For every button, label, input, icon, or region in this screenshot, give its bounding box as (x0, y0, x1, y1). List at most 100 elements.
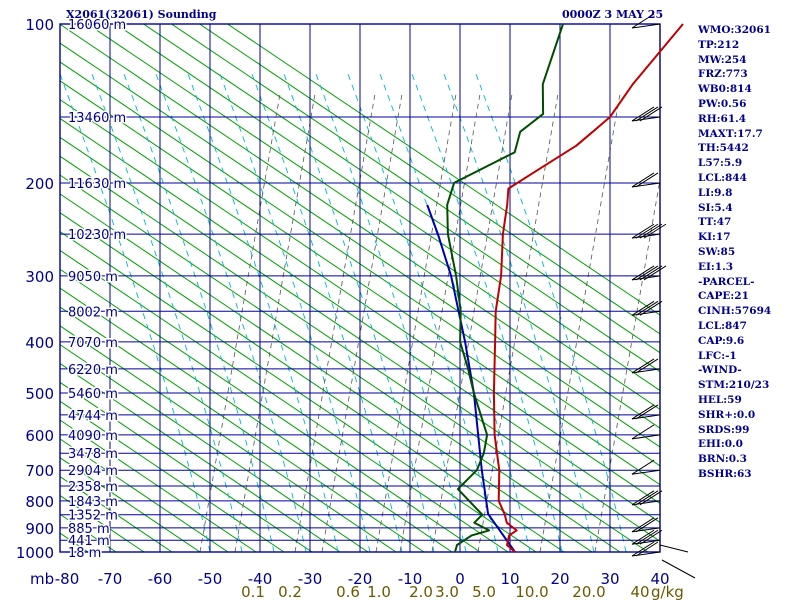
moist-adiabat (219, 73, 371, 552)
pressure-tick-label: 800 (25, 493, 54, 511)
moist-adiabat (411, 73, 563, 552)
index-item: LI:9.8 (698, 186, 733, 199)
wind-barb-flag (639, 490, 663, 506)
wind-barb-flag (643, 223, 667, 239)
height-label: 885 m (68, 522, 110, 537)
temperature-tick-label: 0 (455, 570, 465, 588)
pressure-tick-label: 400 (25, 334, 54, 352)
index-item: WMO:32061 (698, 24, 771, 36)
moist-adiabat (379, 73, 531, 552)
moist-adiabat (155, 73, 307, 552)
mixing-ratio-label: 0.2 (278, 583, 302, 600)
wind-barbs (631, 13, 696, 579)
height-label: 11630 m (68, 177, 126, 192)
wind-barb-flag (631, 490, 655, 506)
pressure-tick-label: 1000 (16, 544, 54, 562)
wind-barb-flag (635, 265, 659, 281)
index-item: -WIND- (698, 364, 742, 377)
wind-barb-flag (635, 106, 659, 122)
temperature-tick-label: -60 (148, 570, 173, 588)
index-item: KI:17 (698, 231, 731, 244)
wind-barb-flag (635, 541, 659, 557)
height-label: 5460 m (68, 387, 118, 402)
height-label: 2358 m (68, 480, 118, 495)
pressure-axis-unit: mb (30, 570, 54, 588)
height-label: 13460 m (68, 111, 126, 126)
pressure-tick-label: 200 (25, 175, 54, 193)
wind-barb-flag (635, 223, 659, 239)
stability-indices-panel: WMO:32061 TP:212 MW:254 FRZ:773 WB0:814 PW:0.… (698, 23, 771, 482)
sounding-datetime: 0000Z 3 MAY 25 (562, 8, 664, 21)
temperature-tick-label: 20 (550, 570, 569, 588)
mixing-ratio-label: 10.0 (515, 583, 548, 600)
index-item: WB0:814 (698, 83, 752, 96)
dry-adiabat (86, 24, 660, 410)
pressure-tick-label: 100 (25, 16, 54, 34)
mixing-ratio-label: 0.1 (241, 583, 265, 600)
wind-barb-flag (635, 517, 659, 533)
mixing-ratio-label: 2.0 (409, 583, 433, 600)
wind-barb-flag (635, 529, 659, 545)
height-label: 8002 m (68, 305, 118, 320)
index-item: SI:5.4 (698, 201, 733, 214)
index-item: CINH:57694 (698, 305, 772, 318)
mixing-ratio-label: 5.0 (472, 583, 496, 600)
temperature-tick-label: -50 (198, 570, 223, 588)
temperature-tick-label: 30 (600, 570, 619, 588)
wind-barb-flag (631, 529, 655, 545)
pressure-tick-label: 900 (25, 520, 54, 538)
dry-adiabat (226, 24, 660, 316)
height-label: 1352 m (68, 509, 118, 524)
index-item: L57:5.9 (698, 157, 743, 170)
grid-lines (59, 23, 661, 553)
mixing-ratio-line (431, 93, 513, 552)
index-item: -PARCEL- (698, 275, 755, 288)
wind-barb-flag (639, 529, 663, 545)
pressure-tick-label: 300 (25, 268, 54, 286)
index-item: MW:254 (698, 53, 747, 66)
height-label: 10230 m (68, 228, 126, 243)
pressure-tick-label: 700 (25, 462, 54, 480)
index-item: CAPE:21 (698, 290, 749, 303)
index-item: LCL:847 (698, 319, 747, 332)
height-label: 16060 m (68, 18, 126, 33)
wind-barb-flag (635, 404, 659, 420)
dry-adiabat (114, 24, 660, 392)
mixing-ratio-label: 1.0 (367, 583, 391, 600)
height-label: 2904 m (68, 464, 118, 479)
moist-adiabat (283, 73, 435, 552)
wind-barb-flag (639, 223, 663, 239)
mixing-ratio-line (477, 93, 559, 552)
index-item: TH:5442 (698, 142, 749, 155)
wind-barb-flag (631, 300, 655, 316)
wind-barb-flag (631, 172, 655, 188)
temperature-tick-label: -30 (298, 570, 323, 588)
index-item: SRDS:99 (698, 423, 750, 436)
index-item: STM:210/23 (698, 379, 770, 392)
wind-barb-flag (631, 223, 655, 239)
index-item: BRN:0.3 (698, 453, 747, 466)
wind-barb-flag (635, 300, 659, 316)
wind-barb-flag (631, 517, 655, 533)
index-item: FRZ:773 (698, 68, 748, 81)
wind-barb-flag (631, 404, 655, 420)
height-label: 3478 m (68, 447, 118, 462)
index-item: SHR+:0.0 (698, 408, 756, 421)
index-item: BSHR:63 (698, 467, 752, 480)
wind-barb-flag (635, 172, 659, 188)
wind-barb-flag (635, 490, 659, 506)
temperature-tick-label: 40 (650, 570, 669, 588)
wind-barb-flag (631, 106, 655, 122)
wind-barb-flag (631, 459, 655, 475)
temperature-tick-label: -40 (248, 570, 273, 588)
height-label: 7070 m (68, 336, 118, 351)
mixing-ratio-unit: g/kg (651, 583, 684, 600)
mixing-ratio-line (399, 93, 481, 552)
index-item: HEL:59 (698, 393, 742, 406)
wind-barb-shaft (631, 23, 661, 29)
height-label: 18 m (68, 546, 101, 561)
height-label: 441 m (68, 534, 110, 549)
height-label: 6220 m (68, 363, 118, 378)
